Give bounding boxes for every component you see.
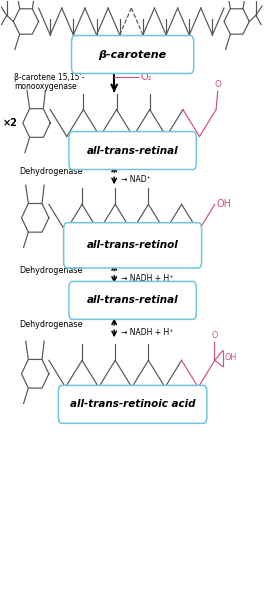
FancyBboxPatch shape: [69, 132, 196, 170]
Text: Dehydrogenase: Dehydrogenase: [19, 321, 83, 329]
Text: → NAD⁺: → NAD⁺: [121, 258, 151, 267]
Text: Dehydrogenase: Dehydrogenase: [19, 167, 83, 177]
Text: O: O: [214, 80, 221, 89]
Text: ×2: ×2: [3, 118, 17, 128]
Text: → NAD⁺ + H₂O: → NAD⁺ + H₂O: [121, 313, 176, 321]
Text: OH: OH: [217, 199, 232, 210]
Text: → NADH + H⁺: → NADH + H⁺: [121, 329, 173, 337]
Text: monooxygenase: monooxygenase: [14, 82, 77, 91]
FancyBboxPatch shape: [58, 386, 207, 424]
Text: all-trans-retinal: all-trans-retinal: [87, 145, 178, 156]
Text: O: O: [211, 330, 218, 340]
Text: → NAD⁺: → NAD⁺: [121, 175, 151, 185]
Text: all-trans-retinol: all-trans-retinol: [87, 240, 179, 250]
FancyBboxPatch shape: [69, 281, 196, 319]
FancyBboxPatch shape: [64, 223, 202, 268]
Text: O₂: O₂: [140, 72, 152, 82]
Text: → NADH + H⁺: → NADH + H⁺: [121, 274, 173, 283]
Text: all-trans-retinal: all-trans-retinal: [87, 295, 178, 305]
Text: β-carotene: β-carotene: [99, 50, 167, 59]
Text: all-trans-retinoic acid: all-trans-retinoic acid: [70, 399, 195, 409]
Text: → NADH + H⁺: → NADH + H⁺: [121, 159, 173, 169]
Text: OH: OH: [224, 353, 236, 362]
Text: β-carotene 15,15’-: β-carotene 15,15’-: [14, 73, 85, 82]
FancyBboxPatch shape: [72, 36, 194, 74]
Text: Dehydrogenase: Dehydrogenase: [19, 266, 83, 275]
